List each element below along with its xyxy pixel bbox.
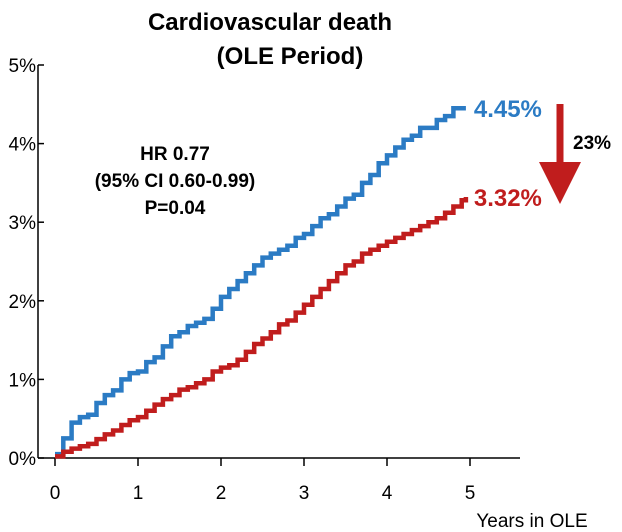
series-line-2 — [55, 197, 469, 459]
x-tick-label: 1 — [133, 483, 144, 504]
x-tick-label: 2 — [216, 483, 227, 504]
x-tick-label: 3 — [299, 483, 310, 504]
y-tick-label: 1% — [9, 370, 37, 391]
p-value-text: P=0.04 — [145, 198, 206, 219]
series-end-label-1: 4.45% — [474, 96, 542, 123]
y-tick-label: 2% — [9, 292, 37, 313]
x-axis-label: Years in OLE — [476, 511, 587, 532]
y-tick-label: 0% — [9, 449, 37, 470]
series-line-1 — [55, 105, 466, 457]
x-tick-label: 5 — [465, 483, 476, 504]
hazard-ratio-text: HR 0.77 — [140, 144, 210, 165]
chart-subtitle: (OLE Period) — [217, 43, 364, 70]
x-tick-label: 4 — [382, 483, 393, 504]
confidence-interval-text: (95% CI 0.60-0.99) — [95, 171, 256, 192]
axes: 0% 1% 2% 3% 4% 5% 0 1 2 3 4 5 — [9, 56, 520, 504]
y-tick-label: 5% — [9, 56, 37, 77]
x-tick-label: 0 — [50, 483, 61, 504]
chart-title: Cardiovascular death — [148, 9, 392, 36]
series-lines: 4.45% 3.32% — [55, 96, 542, 459]
series-end-label-2: 3.32% — [474, 185, 542, 212]
y-tick-label: 3% — [9, 213, 37, 234]
y-tick-label: 4% — [9, 135, 37, 156]
reduction-percent-text: 23% — [573, 133, 611, 154]
